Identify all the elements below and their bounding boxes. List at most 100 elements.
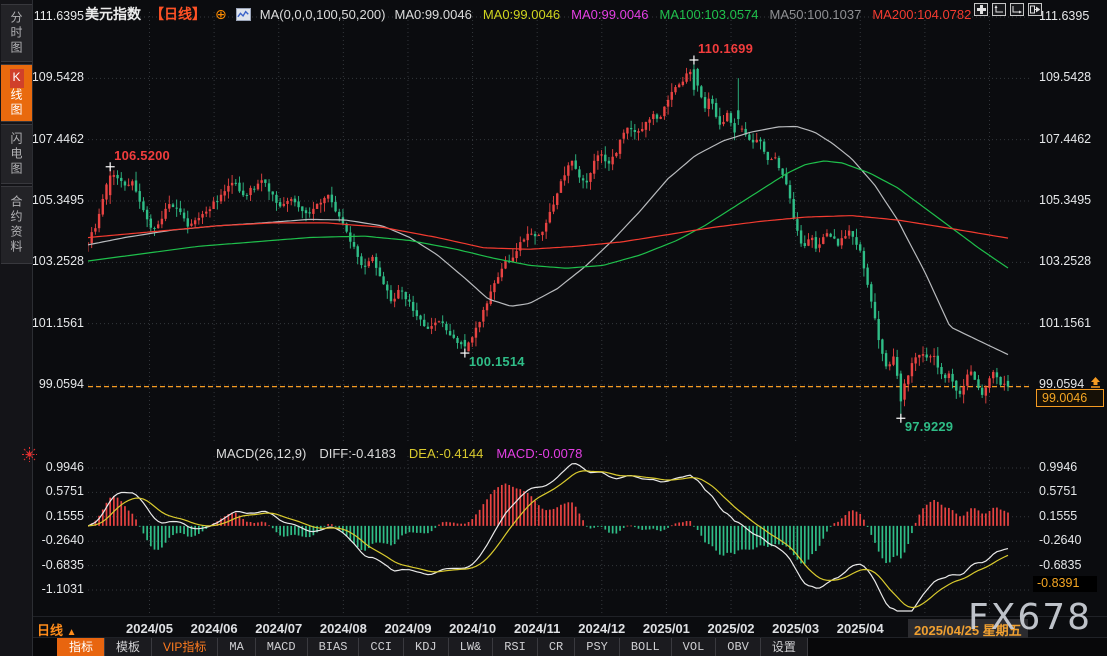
watermark: FX678 xyxy=(968,597,1093,638)
macd-name: MACD(26,12,9) xyxy=(216,446,307,461)
toolbar-item-rsi[interactable]: RSI xyxy=(492,638,537,656)
ma-readouts: MA0:99.0046 MA0:99.0046 MA0:99.0046 MA100:1… xyxy=(394,7,971,22)
macd-readout: MACD(26,12,9) DIFF:-0.4183 DEA:-0.4144 M… xyxy=(216,446,582,461)
toolbar-item-macd[interactable]: MACD xyxy=(254,638,307,656)
kline-preview-icon[interactable] xyxy=(235,7,251,21)
x-axis-label-202409: 2024/09 xyxy=(384,621,432,636)
y-axis-label-right: 111.6395 xyxy=(1039,9,1090,23)
ma-readout-6: MA200:104.0782 xyxy=(872,6,972,22)
zoom-axis-right-icon[interactable] xyxy=(1010,3,1024,16)
ma-readout-1: MA0:99.0046 xyxy=(394,6,472,22)
ma-line-MA100 xyxy=(88,160,1009,269)
ma-readout-5: MA50:100.1037 xyxy=(769,6,862,22)
x-axis-label-202407: 2024/07 xyxy=(255,621,303,636)
annotation-low-2024-09: 100.1514 xyxy=(468,354,525,370)
macd-y-axis-label-right: -0.2640 xyxy=(1039,533,1082,548)
x-axis-label-202502: 2025/02 xyxy=(707,621,755,636)
x-axis-label-202411: 2024/11 xyxy=(514,621,561,636)
zoom-axis-left-icon[interactable] xyxy=(992,3,1006,16)
macd-y-axis-label-right: 0.5751 xyxy=(1039,484,1078,499)
toolbar-item-指标[interactable]: 指标 xyxy=(57,638,105,656)
x-axis-label-202503: 2025/03 xyxy=(772,621,820,636)
y-axis-label-left: 99.0594 xyxy=(38,377,84,391)
macd-y-axis-label-left: 0.1555 xyxy=(45,508,84,523)
sidebar-item-1[interactable]: 分时图 xyxy=(1,4,32,62)
toolbar-item-模板[interactable]: 模板 xyxy=(104,638,152,656)
macd-hist-value: MACD:-0.0078 xyxy=(496,446,583,461)
y-axis-label-right: 107.4462 xyxy=(1039,131,1092,146)
macd-diff-line xyxy=(88,462,1009,612)
macd-histogram-layer xyxy=(88,483,1009,564)
toolbar-item-cr[interactable]: CR xyxy=(536,638,575,656)
indicator-toolbar: 指标 模板 VIP指标 MA MACD BIAS CCI KDJ LW& RSI CR PSY BOLL… xyxy=(33,638,1107,656)
macd-y-axis-label-right: -0.6835 xyxy=(1039,557,1082,572)
instrument-title: 美元指数 xyxy=(85,6,141,22)
x-axis-label-202406: 2024/06 xyxy=(190,621,238,636)
toolbar-item-lw[interactable]: LW& xyxy=(447,638,493,656)
macd-dea-value: DEA:-0.4144 xyxy=(408,446,484,461)
toolbar-item-bias[interactable]: BIAS xyxy=(306,638,359,656)
toolbar-item-obv[interactable]: OBV xyxy=(715,638,760,656)
annotation-high-2025-01: 110.1699 xyxy=(697,40,754,56)
x-axis-label-202405: 2024/05 xyxy=(126,621,173,636)
macd-indicator-chart[interactable] xyxy=(88,448,1032,614)
annotation-low-2025-04: 97.9229 xyxy=(904,419,954,435)
ma-line-MA50 xyxy=(88,125,1009,356)
pan-mode-icon[interactable] xyxy=(974,3,988,16)
macd-y-axis-label-left: 0.9946 xyxy=(45,460,84,474)
y-axis-label-left: 105.3495 xyxy=(31,193,84,207)
toolbar-item-设置[interactable]: 设置 xyxy=(759,638,808,656)
chart-header: 美元指数 【日线】 ⊕ MA(0,0,0,100,50,200) MA0:99.… xyxy=(85,5,971,23)
exit-fullscreen-icon[interactable] xyxy=(1028,3,1042,16)
y-axis-label-left: 101.1561 xyxy=(31,315,84,330)
chevron-up-icon: ▲ xyxy=(66,627,77,638)
period-selector[interactable]: 日线 ▲ xyxy=(37,620,77,639)
annotation-high-2024-04: 106.5200 xyxy=(114,147,170,163)
macd-y-axis-label-left: 0.5751 xyxy=(45,484,84,499)
toolbar-item-ma[interactable]: MA xyxy=(217,638,255,656)
toolbar-item-vip指标[interactable]: VIP指标 xyxy=(151,638,218,656)
macd-dea-line xyxy=(88,470,1009,609)
toolbar-item-psy[interactable]: PSY xyxy=(574,638,619,656)
y-axis-label-right: 109.5428 xyxy=(1039,70,1092,85)
period-tag: 【日线】 xyxy=(150,6,206,22)
x-axis-label-202408: 2024/08 xyxy=(319,621,367,636)
last-price-badge: 99.0046 xyxy=(1036,389,1104,407)
sidebar-item-3[interactable]: 闪电图 xyxy=(1,124,32,184)
toolbar-item-vol[interactable]: VOL xyxy=(670,638,716,656)
price-direction-up-icon xyxy=(1089,376,1102,394)
y-axis-label-left: 103.2528 xyxy=(31,254,84,269)
sidebar-item-4[interactable]: 合约资料 xyxy=(1,186,32,264)
y-axis-label-right: 103.2528 xyxy=(1039,254,1092,269)
macd-y-axis-label-right: 0.9946 xyxy=(1039,460,1078,474)
macd-y-axis-label-left: -1.1031 xyxy=(41,582,84,597)
x-axis-label-202501: 2025/01 xyxy=(642,621,690,636)
ma-readout-2: MA0:99.0046 xyxy=(482,6,561,22)
y-axis-label-left: 111.6395 xyxy=(33,9,84,23)
x-axis-label-202412: 2024/12 xyxy=(578,621,626,636)
toolbar-item-kdj[interactable]: KDJ xyxy=(403,638,448,656)
sidebar-item-2[interactable]: K 线图 xyxy=(1,64,32,122)
macd-diff-value: DIFF:-0.4183 xyxy=(319,446,396,461)
macd-y-axis-label-left: -0.6835 xyxy=(41,557,84,572)
ma-readout-3: MA0:99.0046 xyxy=(571,6,649,22)
toolbar-item-boll[interactable]: BOLL xyxy=(618,638,671,656)
macd-y-axis-label-right: 0.1555 xyxy=(1039,508,1078,523)
chart-tool-buttons xyxy=(974,3,1042,16)
y-axis-label-right: 99.0594 xyxy=(1039,377,1085,391)
y-axis-label-left: 109.5428 xyxy=(31,70,84,85)
macd-axis-current-badge: -0.8391 xyxy=(1033,576,1097,592)
ma-settings-readout: MA(0,0,0,100,50,200) xyxy=(259,6,386,22)
add-indicator-icon[interactable]: ⊕ xyxy=(215,6,227,22)
macd-y-axis-label-left: -0.2640 xyxy=(41,533,84,548)
toolbar-item-cci[interactable]: CCI xyxy=(358,638,404,656)
period-label: 日线 xyxy=(37,623,64,638)
main-price-chart[interactable] xyxy=(88,12,1032,442)
ma-line-MA200 xyxy=(88,215,1009,250)
ma-readout-4: MA100:103.0574 xyxy=(659,6,759,22)
alert-burst-icon[interactable] xyxy=(22,447,37,467)
x-axis-label-202504: 2025/04 xyxy=(836,621,884,636)
y-axis-label-right: 101.1561 xyxy=(1039,315,1092,330)
x-axis-label-202410: 2024/10 xyxy=(449,621,497,636)
